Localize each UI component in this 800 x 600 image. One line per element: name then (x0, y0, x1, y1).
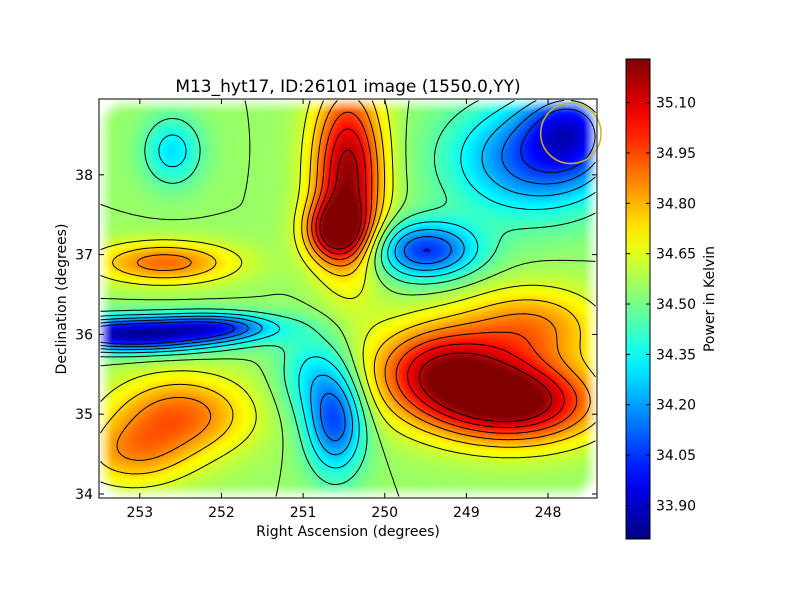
contour-line (100, 100, 596, 497)
contour-line (100, 100, 596, 456)
colorbar-tick-label: 34.35 (656, 347, 696, 363)
x-tick-label: 250 (371, 505, 398, 521)
colorbar-tick-label: 34.05 (656, 448, 696, 464)
y-axis-label: Declination (degrees) (54, 224, 70, 375)
colorbar-tick-label: 33.90 (656, 498, 696, 514)
contour-line (319, 149, 553, 423)
y-tick-label: 38 (75, 168, 93, 184)
colorbar-tick-label: 34.50 (656, 297, 696, 313)
contour-line (100, 100, 596, 475)
colorbar: 33.90 34.05 34.20 34.35 34.50 34.65 34.80 34.95… (625, 58, 718, 540)
contour-line (100, 100, 596, 442)
colorbar-ticks: 33.90 34.05 34.20 34.35 34.50 34.65 34.80 34.95… (626, 96, 696, 514)
plot-frame (98, 98, 598, 499)
contour-line (100, 100, 596, 489)
plot-area (98, 98, 602, 499)
chart-title: M13_hyt17, ID:26101 image (1550.0,YY) (175, 77, 520, 97)
contour-line (100, 100, 596, 469)
contour-line (116, 100, 591, 461)
colorbar-tick-label: 34.65 (656, 247, 696, 263)
beam-marker (539, 102, 602, 165)
x-tick-label: 253 (126, 505, 153, 521)
colorbar-tick-label: 34.95 (656, 146, 696, 162)
colorbar-gradient (625, 58, 651, 540)
x-axis: 253 252 251 250 249 248 (126, 99, 561, 521)
x-tick-label: 248 (535, 505, 562, 521)
y-tick-label: 36 (75, 327, 93, 343)
y-tick-label: 35 (75, 407, 93, 423)
x-tick-label: 249 (453, 505, 480, 521)
contour-lines (100, 100, 596, 497)
x-tick-label: 252 (208, 505, 235, 521)
colorbar-tick-label: 34.20 (656, 398, 696, 414)
colorbar-tick-label: 34.80 (656, 196, 696, 212)
y-tick-label: 34 (75, 487, 93, 503)
x-axis-label: Right Ascension (degrees) (256, 524, 440, 540)
colorbar-label: Power in Kelvin (702, 246, 718, 352)
y-tick-label: 37 (75, 248, 93, 264)
x-tick-label: 251 (290, 505, 317, 521)
y-axis: 34 35 36 37 38 (75, 168, 597, 503)
contour-line (311, 111, 578, 434)
contour-line (100, 100, 596, 485)
contour-line (315, 128, 565, 428)
colorbar-tick-label: 35.10 (656, 96, 696, 112)
